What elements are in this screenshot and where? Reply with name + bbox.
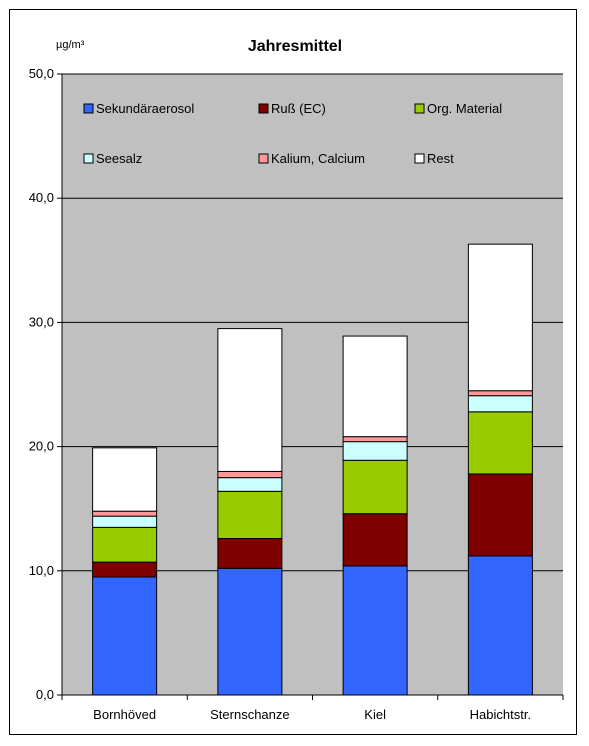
chart-frame: µg/m³ Jahresmittel Sekundäraerosol Ruß (E… — [9, 9, 577, 735]
bar-segment — [217, 567, 283, 696]
bar-segment — [467, 390, 533, 397]
bar-segment — [342, 441, 408, 461]
legend-label: Ruß (EC) — [271, 101, 326, 116]
bar-segment — [342, 513, 408, 567]
bar-segment — [467, 555, 533, 696]
legend-swatch — [83, 153, 94, 164]
y-tick-label: 50,0 — [29, 66, 54, 81]
bar-segment — [467, 473, 533, 557]
y-tick-label: 20,0 — [29, 439, 54, 454]
legend-swatch — [414, 153, 425, 164]
bar-segment — [92, 526, 158, 563]
bar-segment — [217, 328, 283, 472]
y-tick-label: 10,0 — [29, 563, 54, 578]
legend-label: Seesalz — [96, 151, 142, 166]
bar-segment — [217, 477, 283, 492]
y-tick-label: 0,0 — [36, 687, 54, 702]
legend-label: Kalium, Calcium — [271, 151, 365, 166]
bar-segment — [342, 459, 408, 515]
bar-segment — [342, 335, 408, 438]
stacked-bar-chart: µg/m³ Jahresmittel Sekundäraerosol Ruß (E… — [29, 38, 564, 722]
y-tick-label: 30,0 — [29, 314, 54, 329]
x-axis-ticks: Bornhöved Sternschanze Kiel Habichtstr. — [61, 695, 564, 722]
y-tick-label: 40,0 — [29, 190, 54, 205]
legend-swatch — [414, 103, 425, 114]
legend: Sekundäraerosol Ruß (EC) Org. Material Sees… — [83, 101, 502, 166]
bar-segment — [342, 436, 408, 443]
bar-segment — [217, 538, 283, 569]
bar-segment — [467, 243, 533, 392]
chart-title: Jahresmittel — [248, 38, 342, 55]
bar-segment — [92, 447, 158, 512]
bars — [92, 243, 533, 696]
bar-segment — [217, 490, 283, 540]
bar-segment — [92, 561, 158, 578]
legend-label: Rest — [427, 151, 454, 166]
unit-label: µg/m³ — [56, 39, 85, 51]
bar-segment — [467, 411, 533, 475]
legend-label: Sekundäraerosol — [96, 101, 194, 116]
legend-swatch — [258, 103, 269, 114]
legend-swatch — [258, 153, 269, 164]
x-tick-label: Bornhöved — [93, 707, 156, 722]
bar-segment — [467, 395, 533, 413]
bar-segment — [92, 576, 158, 696]
bar-segment — [342, 565, 408, 696]
bar-segment — [217, 470, 283, 479]
legend-label: Org. Material — [427, 101, 502, 116]
legend-swatch — [83, 103, 94, 114]
x-tick-label: Habichtstr. — [470, 707, 531, 722]
bar-segment — [92, 515, 158, 528]
x-tick-label: Sternschanze — [210, 707, 290, 722]
y-axis-ticks: 0,0 10,0 20,0 30,0 40,0 50,0 — [29, 66, 62, 702]
x-tick-label: Kiel — [364, 707, 386, 722]
bar-segment — [92, 510, 158, 517]
